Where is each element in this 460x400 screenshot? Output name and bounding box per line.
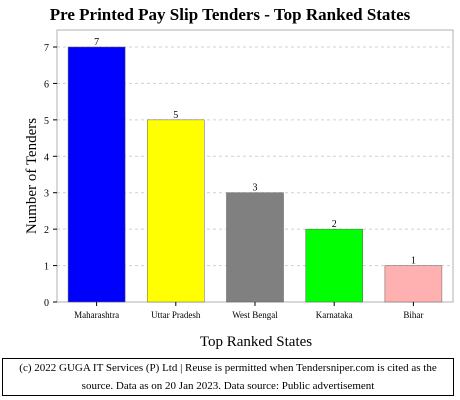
y-tick-label: 0 (44, 298, 49, 309)
x-tick-label: West Bengal (232, 310, 278, 320)
x-tick-label: Maharashtra (74, 310, 119, 320)
y-tick-label: 6 (44, 79, 49, 90)
data-label: 1 (411, 256, 416, 267)
x-axis-ticks: Maharashtra Uttar Pradesh West Bengal Karna… (74, 302, 423, 320)
data-label: 7 (94, 37, 99, 48)
data-label: 5 (173, 110, 178, 121)
y-tick-label: 3 (44, 189, 49, 200)
bar (385, 266, 442, 302)
bar (226, 193, 283, 302)
y-tick-label: 5 (44, 116, 49, 127)
bar (306, 229, 363, 302)
x-axis-label: Top Ranked States (200, 334, 312, 350)
bar (68, 47, 125, 302)
bars (68, 47, 442, 302)
y-axis-label: Number of Tenders (24, 118, 40, 234)
data-label: 3 (253, 183, 258, 194)
data-label: 2 (332, 219, 337, 230)
bar (147, 120, 204, 302)
y-tick-label: 7 (44, 43, 49, 54)
x-tick-label: Karnataka (316, 310, 353, 320)
copyright-footer: (c) 2022 GUGA IT Services (P) Ltd | Reus… (2, 358, 454, 396)
y-tick-label: 2 (44, 225, 49, 236)
y-axis-ticks: 0 1 2 3 4 5 6 7 (44, 43, 57, 309)
y-tick-label: 1 (44, 262, 49, 273)
x-tick-label: Uttar Pradesh (151, 310, 201, 320)
y-tick-label: 4 (44, 152, 49, 163)
x-tick-label: Bihar (403, 310, 423, 320)
